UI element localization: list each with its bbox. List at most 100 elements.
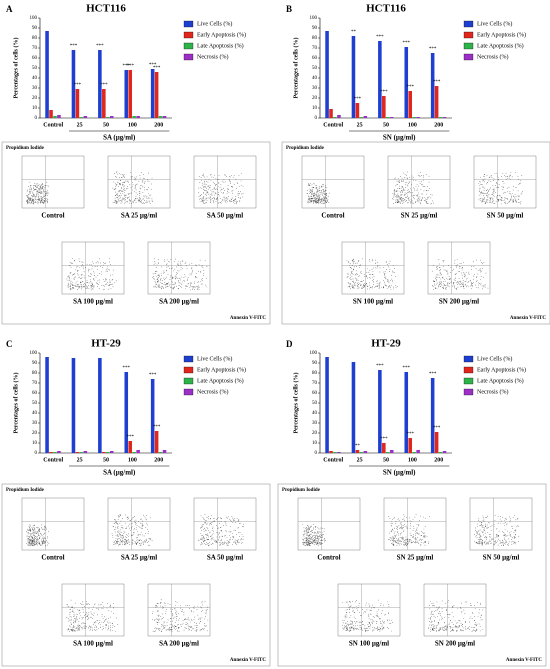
- flow-event: [443, 260, 445, 261]
- flow-event: [46, 198, 48, 200]
- flow-event: [202, 189, 204, 190]
- flow-event: [482, 515, 484, 517]
- flow-event: [172, 276, 173, 278]
- flow-event: [32, 200, 33, 201]
- flow-event: [508, 541, 510, 543]
- flow-event: [120, 538, 121, 540]
- flow-event: [479, 539, 480, 541]
- flow-event: [209, 535, 211, 537]
- flow-event: [40, 196, 41, 198]
- flow-event: [209, 524, 210, 526]
- flow-event: [313, 193, 315, 195]
- flow-event: [436, 269, 438, 270]
- flow-event: [37, 201, 39, 203]
- flow-event: [160, 278, 162, 279]
- flow-event: [502, 517, 503, 519]
- flow-event: [426, 201, 428, 203]
- flow-event: [120, 192, 121, 194]
- flow-event: [84, 615, 85, 616]
- flow-event: [503, 535, 504, 537]
- flow-event: [464, 274, 466, 275]
- flow-event: [409, 532, 411, 534]
- flow-event: [487, 541, 489, 543]
- legend-swatch: [463, 31, 474, 39]
- flow-event: [408, 182, 410, 184]
- flow-plot-frame: [387, 155, 451, 209]
- flow-event: [108, 622, 110, 624]
- flow-event: [133, 200, 135, 201]
- y-tick-label: 70: [32, 381, 38, 386]
- flow-event: [75, 618, 77, 620]
- flow-event: [190, 274, 192, 276]
- flow-event: [504, 201, 506, 203]
- flow-event: [89, 269, 91, 271]
- flow-event: [435, 287, 436, 289]
- flow-event: [81, 264, 83, 265]
- flow-event: [185, 627, 187, 629]
- flow-event: [209, 174, 211, 176]
- flow-event: [38, 198, 40, 200]
- flow-event: [389, 536, 391, 538]
- flow-event: [401, 181, 403, 183]
- flow-event: [128, 193, 130, 195]
- flow-event: [369, 260, 371, 262]
- flow-event: [420, 531, 422, 532]
- flow-event: [354, 266, 355, 268]
- flow-event: [75, 286, 77, 287]
- flow-event: [205, 185, 206, 187]
- flow-event: [131, 534, 133, 536]
- flow-event: [210, 199, 212, 201]
- flow-event: [37, 193, 39, 195]
- flow-event: [155, 627, 157, 628]
- flow-event: [36, 199, 38, 200]
- flow-event: [471, 269, 473, 270]
- y-tick-label: 0: [35, 451, 38, 456]
- flow-event: [44, 537, 46, 539]
- flow-event: [421, 175, 423, 176]
- flow-event: [40, 201, 41, 203]
- flow-event: [383, 273, 385, 275]
- chart-title: HT-29: [371, 338, 401, 350]
- flow-event: [207, 186, 209, 187]
- flow-event: [147, 189, 148, 191]
- flow-event: [360, 271, 361, 273]
- bar: [162, 116, 167, 118]
- flow-event: [122, 542, 123, 544]
- flow-event: [116, 173, 118, 175]
- flow-event: [28, 539, 30, 541]
- flow-event: [32, 544, 34, 546]
- flow-event: [349, 263, 351, 264]
- flow-event: [204, 203, 205, 204]
- flow-event: [171, 623, 173, 625]
- flow-event: [28, 539, 30, 540]
- flow-event: [352, 273, 354, 275]
- flow-event: [206, 198, 208, 199]
- flow-event: [38, 192, 40, 194]
- flow-event: [378, 283, 380, 284]
- flow-event: [192, 271, 193, 273]
- legend-label: Live Cells (%): [197, 355, 232, 362]
- flow-event: [317, 531, 318, 533]
- flow-event: [407, 196, 409, 197]
- flow-event: [327, 196, 329, 197]
- flow-event: [347, 274, 349, 275]
- flow-event: [489, 200, 490, 202]
- flow-event: [121, 190, 123, 191]
- flow-event: [213, 518, 215, 519]
- flow-event: [42, 543, 44, 544]
- flow-event: [310, 182, 311, 184]
- flow-event: [317, 539, 319, 541]
- flow-event: [47, 535, 48, 537]
- flow-event: [317, 532, 319, 534]
- flow-event: [205, 612, 207, 614]
- flow-event: [319, 542, 320, 544]
- flow-event: [362, 288, 364, 290]
- flow-event: [88, 276, 90, 277]
- flow-event: [517, 202, 519, 203]
- flow-event: [118, 190, 120, 192]
- flow-event: [46, 181, 48, 183]
- flow-event: [97, 280, 99, 282]
- flow-event: [309, 528, 311, 530]
- bar: [132, 116, 136, 118]
- flow-event: [474, 540, 475, 542]
